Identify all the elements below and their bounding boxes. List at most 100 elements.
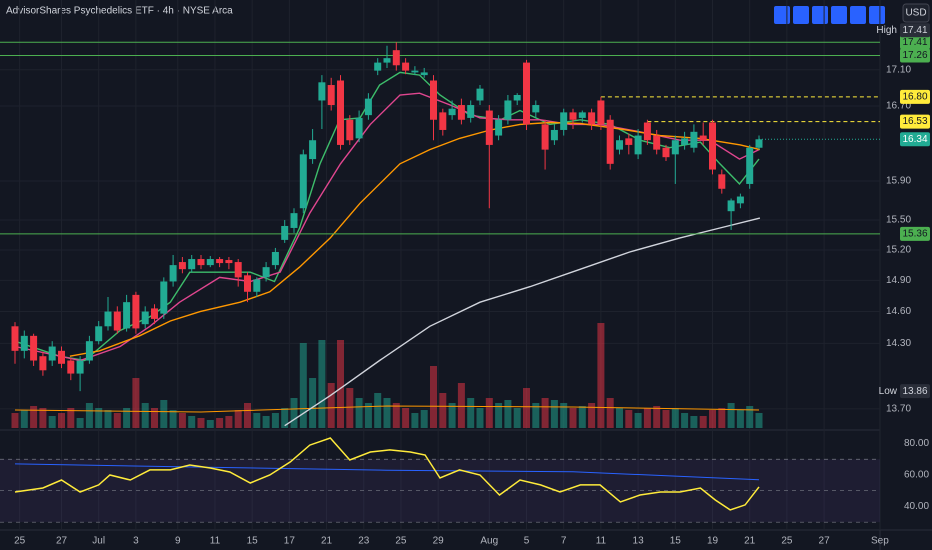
- x-tick-label: 11: [210, 536, 221, 547]
- volume-bar: [271, 413, 279, 428]
- price-tag-label: 16.80: [902, 91, 927, 102]
- volume-bar: [383, 398, 391, 428]
- volume-bar: [253, 413, 261, 428]
- candle-body: [67, 360, 75, 374]
- volume-bar: [736, 410, 744, 428]
- price-tag: [900, 89, 930, 104]
- volume-bar: [85, 403, 93, 428]
- candle-body: [755, 139, 763, 148]
- candle-body: [188, 259, 196, 270]
- rsi-tick-label: 80.00: [904, 438, 929, 449]
- line: [284, 217, 761, 427]
- x-tick-label: 25: [781, 536, 793, 547]
- candle-body: [346, 119, 354, 141]
- tool-button[interactable]: [850, 6, 866, 24]
- candle-body: [727, 200, 735, 212]
- volume-bar: [718, 408, 726, 428]
- candle-body: [457, 105, 465, 120]
- currency-button[interactable]: [902, 3, 930, 23]
- candle-body: [318, 82, 326, 101]
- candle-body: [299, 154, 307, 209]
- x-tick-label: Sep: [871, 536, 889, 547]
- candle-body: [20, 335, 28, 351]
- volume-bar: [541, 398, 549, 428]
- price-tag-label: 15.36: [902, 229, 927, 240]
- extreme-label: 17.41: [902, 25, 927, 36]
- volume-bar: [281, 408, 289, 428]
- x-tick-label: 15: [247, 536, 259, 547]
- volume-bar: [709, 410, 716, 428]
- volume-bar: [392, 403, 400, 428]
- candle-body: [206, 259, 214, 266]
- candle-body: [364, 98, 372, 116]
- y-tick-label: 13.70: [886, 404, 911, 415]
- candle-body: [225, 260, 233, 264]
- tool-button[interactable]: [812, 6, 828, 24]
- x-tick-label: 27: [56, 536, 68, 547]
- candle-body: [132, 294, 140, 329]
- candle-body: [597, 100, 605, 125]
- extreme-name: Low: [879, 386, 898, 397]
- candle-body: [550, 129, 558, 141]
- volume-bar: [346, 388, 354, 428]
- price-tag: [900, 48, 930, 63]
- volume-bar: [160, 400, 168, 428]
- candle-body: [290, 213, 298, 228]
- rsi-line: [14, 463, 760, 481]
- y-tick-label: 14.90: [886, 275, 911, 286]
- candle-body: [244, 275, 251, 292]
- volume-bar: [662, 410, 670, 428]
- x-tick-label: 29: [433, 536, 445, 547]
- tool-button[interactable]: [831, 6, 847, 24]
- volume-bar: [532, 403, 540, 428]
- price-tag-label: 16.53: [902, 116, 927, 127]
- tool-button[interactable]: [869, 6, 885, 24]
- volume-bar: [104, 410, 112, 428]
- candle-body: [374, 62, 382, 71]
- candle-body: [104, 311, 112, 327]
- x-tick-label: 9: [175, 536, 181, 547]
- price-tag: [900, 226, 930, 241]
- volume-bar: [699, 416, 707, 428]
- candle-body: [113, 311, 121, 331]
- candle-body: [653, 135, 661, 150]
- tool-button[interactable]: [774, 6, 790, 24]
- x-tick-label: 11: [596, 536, 607, 547]
- volume-bar: [430, 366, 437, 428]
- volume-bar: [411, 413, 419, 428]
- volume-bar: [48, 416, 56, 428]
- candle-body: [39, 356, 47, 371]
- candle-body: [495, 119, 503, 136]
- currency: USD: [905, 8, 926, 19]
- candle-body: [383, 58, 391, 63]
- volume-bar: [188, 416, 196, 428]
- candle-body: [420, 72, 428, 76]
- candle-body: [690, 131, 698, 148]
- volume-bar: [20, 410, 28, 428]
- candle-body: [718, 174, 726, 189]
- candle-body: [578, 112, 586, 118]
- volume-bar: [578, 406, 586, 428]
- x-tick-label: 13: [633, 536, 645, 547]
- extreme-tag: [900, 384, 930, 399]
- candle-body: [123, 302, 131, 329]
- volume-bar: [364, 403, 372, 428]
- y-tick-label: 15.90: [886, 176, 911, 187]
- candle-body: [523, 62, 530, 125]
- tool-button[interactable]: [793, 6, 809, 24]
- candle-body: [271, 251, 279, 266]
- y-tick-label: 15.20: [886, 245, 911, 256]
- volume-bar: [550, 400, 558, 428]
- x-tick-label: 25: [14, 536, 26, 547]
- candle-body: [606, 119, 614, 164]
- candle-body: [541, 124, 549, 150]
- candle-body: [430, 80, 437, 120]
- x-tick-label: 19: [707, 536, 719, 547]
- volume-bar: [616, 408, 623, 428]
- candle-body: [95, 326, 103, 342]
- y-tick-label: 14.60: [886, 306, 911, 317]
- volume-bar: [39, 408, 47, 428]
- volume-bar: [178, 413, 186, 428]
- candle-body: [30, 335, 38, 361]
